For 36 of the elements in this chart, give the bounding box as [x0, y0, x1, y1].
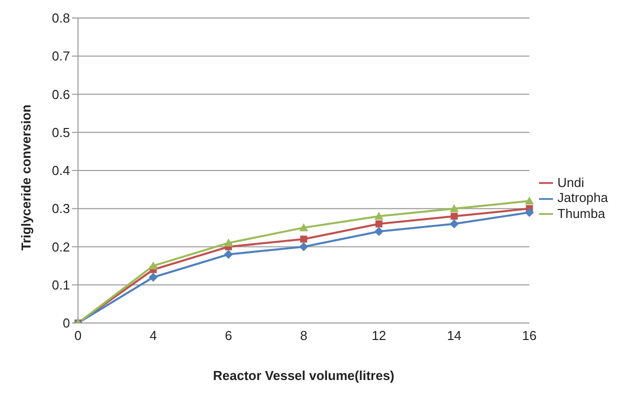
y-tick-label: 0	[62, 316, 70, 331]
x-tick-label: 16	[522, 328, 537, 344]
y-tick-label: 0.1	[52, 277, 70, 292]
point	[450, 219, 459, 228]
y-tick-label: 0.3	[52, 201, 70, 216]
x-tick-label: 0	[74, 328, 82, 344]
y-tick-label: 0.8	[52, 10, 70, 26]
y-axis-title: Triglyceride conversion	[18, 104, 34, 250]
x-tick-label: 8	[300, 328, 308, 344]
legend-label: Jatropha	[557, 190, 608, 206]
point	[450, 212, 458, 220]
point	[524, 208, 534, 217]
x-tick-label: 12	[372, 328, 386, 344]
y-tick-label: 0.2	[52, 239, 70, 254]
y-tick-label: 0.5	[52, 124, 70, 140]
legend-label: Thumba	[557, 206, 606, 221]
point	[300, 236, 308, 243]
point	[374, 212, 384, 220]
y-tick-label: 0.7	[52, 48, 70, 64]
point	[524, 196, 534, 204]
point	[299, 223, 308, 232]
x-tick-label: 4	[150, 328, 157, 344]
point	[224, 250, 233, 259]
point	[450, 204, 459, 212]
point	[375, 220, 382, 228]
y-tick-label: 0.4	[52, 163, 70, 178]
point	[148, 261, 158, 270]
legend-label: Undi	[557, 174, 584, 190]
x-tick-label: 6	[224, 328, 232, 344]
point	[374, 227, 384, 236]
point	[148, 272, 158, 282]
point	[224, 238, 233, 246]
x-axis-title: Reactor Vessel volume(litres)	[213, 368, 394, 383]
y-tick-label: 0.6	[52, 86, 70, 102]
point	[299, 242, 308, 252]
x-tick-label: 14	[446, 328, 462, 344]
